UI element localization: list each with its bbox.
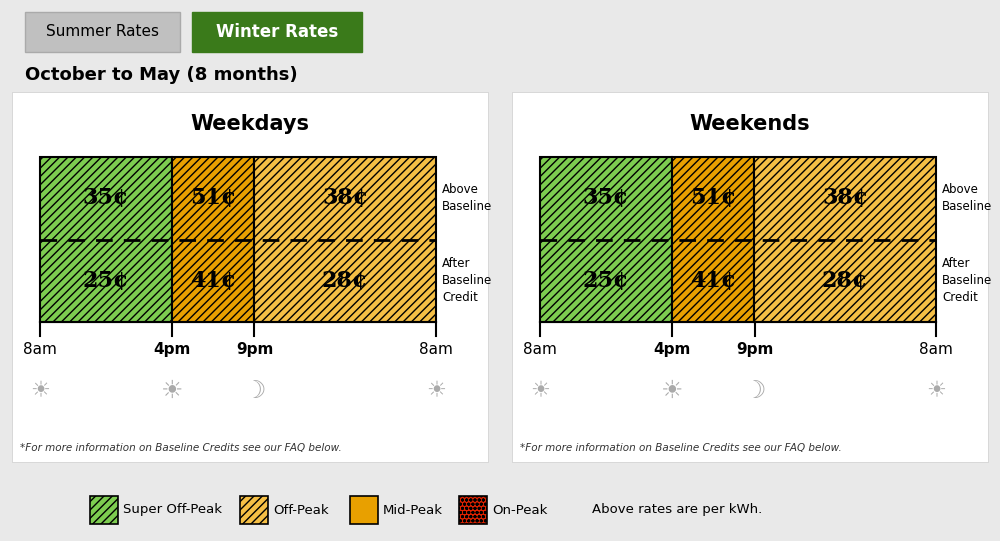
Text: 8am: 8am (23, 342, 57, 357)
Bar (25, 12, 180, 52)
Text: Off-Peak: Off-Peak (273, 504, 329, 517)
Text: Winter Rates: Winter Rates (216, 23, 338, 41)
Text: 51¢: 51¢ (190, 187, 236, 209)
Text: Weekends: Weekends (690, 114, 810, 134)
Text: ☽: ☽ (243, 379, 266, 403)
Text: Summer Rates: Summer Rates (46, 24, 159, 39)
Text: 25¢: 25¢ (83, 270, 129, 292)
Text: 9pm: 9pm (236, 342, 273, 357)
Text: Above
Baseline: Above Baseline (942, 183, 992, 213)
Text: 4pm: 4pm (653, 342, 691, 357)
Text: 25¢: 25¢ (583, 270, 629, 292)
Text: 38¢: 38¢ (822, 187, 868, 209)
Bar (90, 496, 118, 524)
Bar (192, 12, 362, 52)
Text: Weekdays: Weekdays (190, 114, 310, 134)
Text: *For more information on Baseline Credits see our FAQ below.: *For more information on Baseline Credit… (520, 443, 842, 453)
Bar (754, 157, 936, 322)
Text: ☀: ☀ (426, 381, 446, 401)
Text: ☀: ☀ (661, 379, 683, 403)
Text: Mid-Peak: Mid-Peak (383, 504, 443, 517)
Text: 4pm: 4pm (153, 342, 191, 357)
Text: ☀: ☀ (161, 379, 183, 403)
Text: 51¢: 51¢ (690, 187, 736, 209)
Bar (459, 496, 487, 524)
Text: 28¢: 28¢ (322, 270, 368, 292)
Bar (350, 496, 378, 524)
Text: 38¢: 38¢ (322, 187, 368, 209)
Text: 9pm: 9pm (736, 342, 773, 357)
Text: ☀: ☀ (30, 381, 50, 401)
Bar (254, 157, 436, 322)
Text: Super Off-Peak: Super Off-Peak (123, 504, 222, 517)
Text: 8am: 8am (523, 342, 557, 357)
Text: ☽: ☽ (743, 379, 766, 403)
Text: After
Baseline
Credit: After Baseline Credit (942, 258, 992, 304)
Bar (12, 92, 488, 462)
Text: 35¢: 35¢ (583, 187, 629, 209)
Text: 28¢: 28¢ (822, 270, 868, 292)
Bar (540, 157, 672, 322)
Bar (672, 157, 754, 322)
Text: 8am: 8am (919, 342, 953, 357)
Bar (240, 496, 268, 524)
Text: 41¢: 41¢ (190, 270, 236, 292)
Text: ☀: ☀ (926, 381, 946, 401)
Bar (512, 92, 988, 462)
Bar (172, 157, 254, 322)
Text: 8am: 8am (419, 342, 453, 357)
Text: After
Baseline
Credit: After Baseline Credit (442, 258, 492, 304)
Bar (40, 157, 172, 322)
Text: Above rates are per kWh.: Above rates are per kWh. (592, 504, 762, 517)
Text: October to May (8 months): October to May (8 months) (25, 66, 298, 84)
Text: Above
Baseline: Above Baseline (442, 183, 492, 213)
Text: 35¢: 35¢ (83, 187, 129, 209)
Text: On-Peak: On-Peak (492, 504, 547, 517)
Text: ☀: ☀ (530, 381, 550, 401)
Text: *For more information on Baseline Credits see our FAQ below.: *For more information on Baseline Credit… (20, 443, 342, 453)
Text: 41¢: 41¢ (690, 270, 736, 292)
